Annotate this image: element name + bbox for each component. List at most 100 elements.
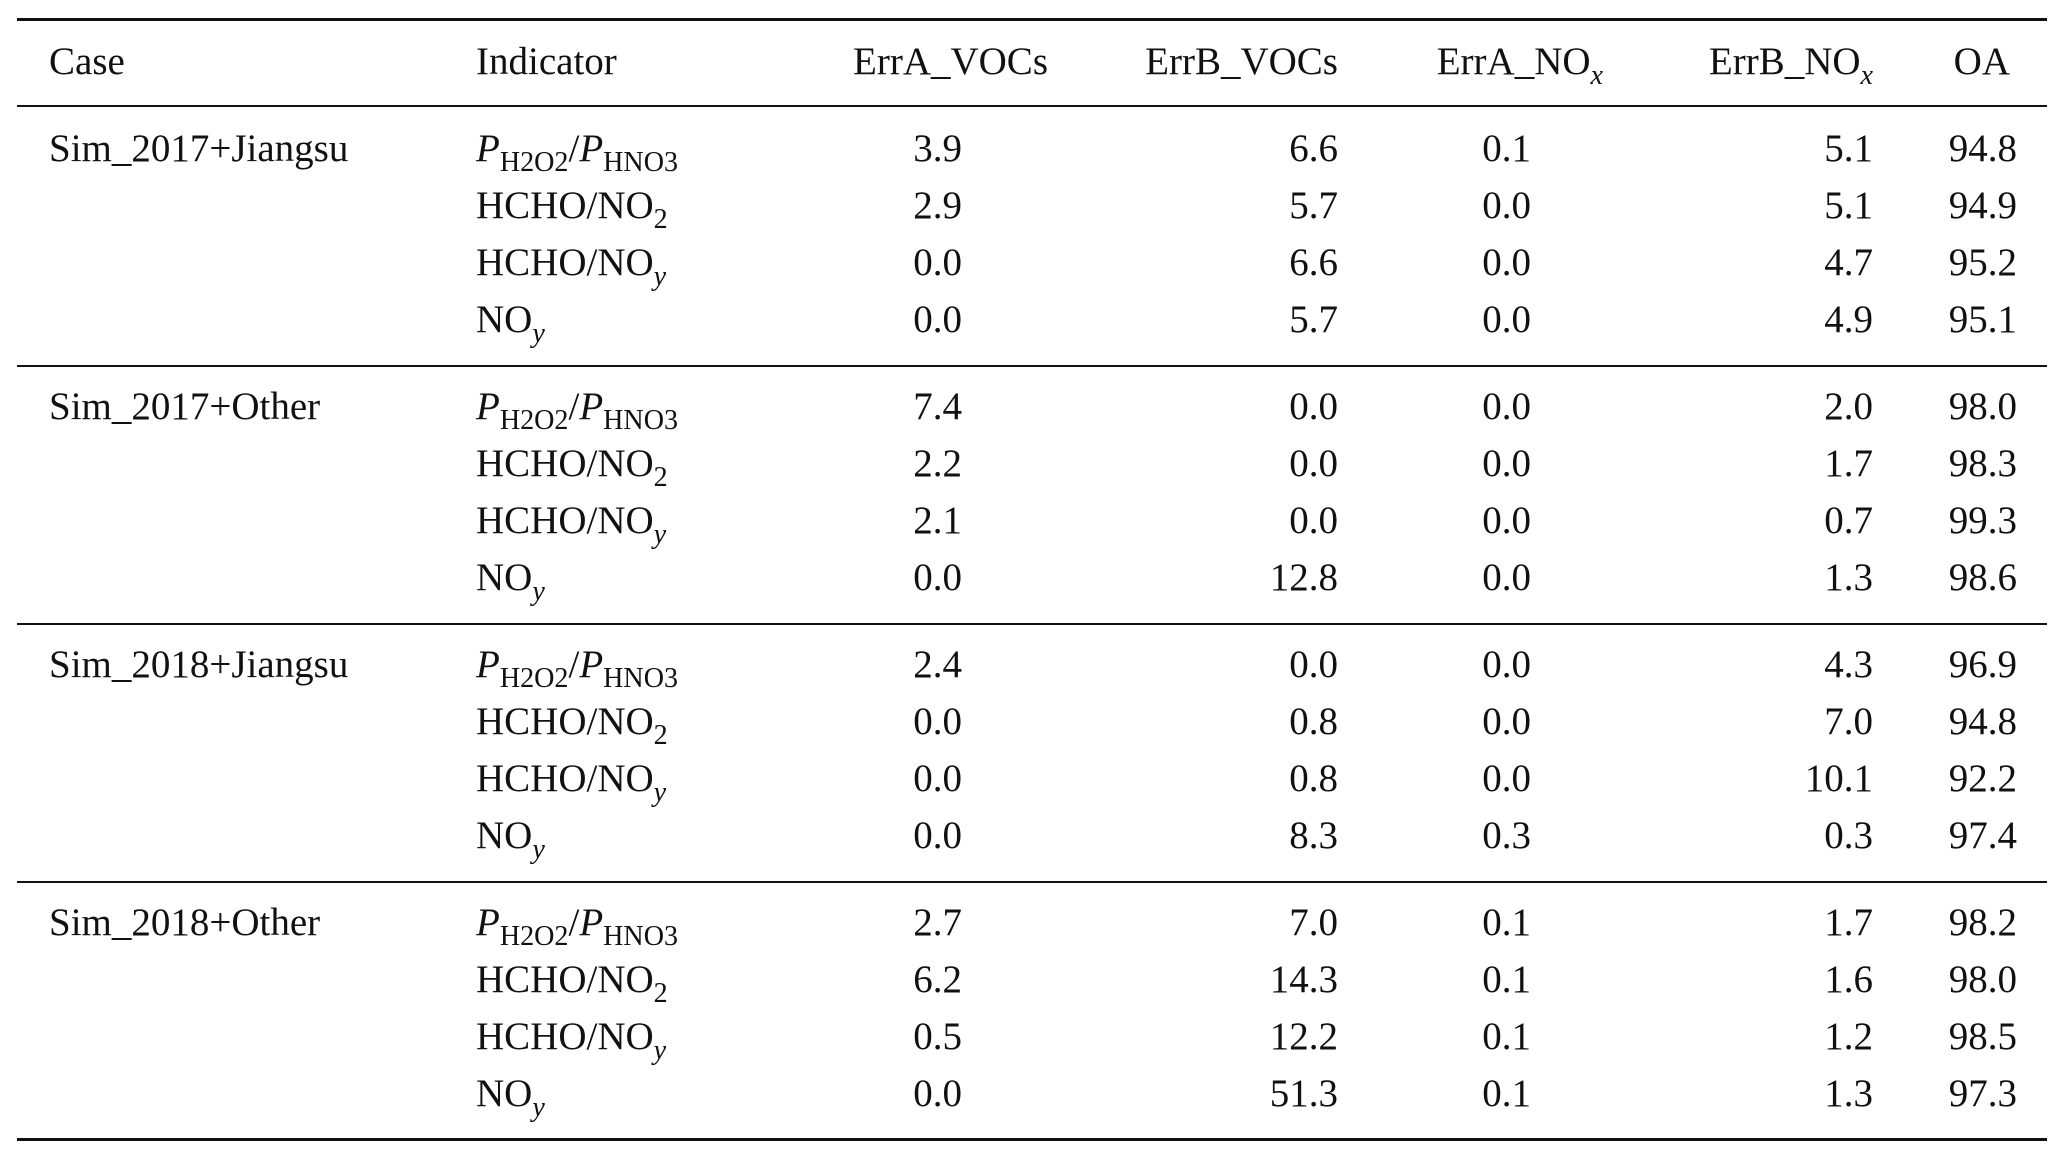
value-cell: 0.3: [1824, 814, 1873, 857]
value-cell: 0.3: [1482, 814, 1531, 857]
case-label: Sim_2017+Jiangsu: [49, 127, 349, 170]
value-cell: 98.0: [1948, 958, 2017, 1001]
case-label: Sim_2018+Jiangsu: [49, 643, 349, 686]
value-cell: 1.6: [1824, 958, 1873, 1001]
value-cell: 6.2: [913, 958, 962, 1001]
header-5: ErrB_NOx: [1708, 40, 1873, 91]
value-cell: 98.2: [1948, 901, 2017, 944]
value-cell: 4.7: [1824, 241, 1873, 284]
value-cell: 8.3: [1289, 814, 1338, 857]
value-cell: 95.1: [1948, 298, 2017, 341]
value-cell: 0.1: [1482, 901, 1531, 944]
value-cell: 0.1: [1482, 1015, 1531, 1058]
case-label: Sim_2018+Other: [49, 901, 321, 944]
value-cell: 0.0: [1482, 499, 1531, 542]
value-cell: 97.4: [1948, 814, 2017, 857]
header-6: OA: [1953, 40, 2010, 83]
value-cell: 0.1: [1482, 127, 1531, 170]
value-cell: 94.9: [1948, 184, 2017, 227]
header-rule: [17, 105, 2047, 107]
top-rule: [17, 18, 2047, 21]
value-cell: 98.5: [1948, 1015, 2017, 1058]
value-cell: 98.0: [1948, 385, 2017, 428]
value-cell: 0.0: [1482, 298, 1531, 341]
value-cell: 7.0: [1289, 901, 1338, 944]
indicator-label: HCHO/NO2: [476, 442, 668, 493]
indicator-label: HCHO/NOy: [476, 1015, 667, 1066]
indicator-label: NOy: [476, 1072, 545, 1123]
value-cell: 1.3: [1824, 556, 1873, 599]
header-0: Case: [49, 40, 125, 83]
value-cell: 92.2: [1948, 757, 2017, 800]
value-cell: 0.0: [1482, 241, 1531, 284]
value-cell: 0.8: [1289, 700, 1338, 743]
group-rule: [17, 365, 2047, 367]
indicator-label: NOy: [476, 556, 545, 607]
value-cell: 0.0: [1289, 643, 1338, 686]
value-cell: 0.0: [1289, 385, 1338, 428]
value-cell: 7.4: [913, 385, 962, 428]
value-cell: 5.7: [1289, 298, 1338, 341]
indicator-label: PH2O2/PHNO3: [476, 385, 679, 436]
value-cell: 1.3: [1824, 1072, 1873, 1115]
value-cell: 12.8: [1269, 556, 1338, 599]
value-cell: 0.0: [1482, 643, 1531, 686]
value-cell: 0.0: [913, 700, 962, 743]
value-cell: 0.7: [1824, 499, 1873, 542]
group-rule: [17, 881, 2047, 883]
indicator-label: NOy: [476, 814, 545, 865]
header-2: ErrA_VOCs: [853, 40, 1048, 83]
value-cell: 3.9: [913, 127, 962, 170]
value-cell: 2.7: [913, 901, 962, 944]
indicator-label: HCHO/NO2: [476, 700, 668, 751]
value-cell: 0.0: [1289, 442, 1338, 485]
value-cell: 7.0: [1824, 700, 1873, 743]
value-cell: 12.2: [1269, 1015, 1338, 1058]
value-cell: 0.1: [1482, 958, 1531, 1001]
indicator-label: HCHO/NOy: [476, 241, 667, 292]
value-cell: 0.0: [913, 814, 962, 857]
value-cell: 96.9: [1948, 643, 2017, 686]
indicator-label: HCHO/NOy: [476, 499, 667, 550]
case-label: Sim_2017+Other: [49, 385, 321, 428]
header-1: Indicator: [476, 40, 617, 83]
indicator-label: PH2O2/PHNO3: [476, 643, 679, 694]
indicator-label: NOy: [476, 298, 545, 349]
value-cell: 0.0: [913, 241, 962, 284]
value-cell: 2.2: [913, 442, 962, 485]
value-cell: 0.0: [1482, 757, 1531, 800]
value-cell: 98.6: [1948, 556, 2017, 599]
value-cell: 0.0: [1289, 499, 1338, 542]
header-4: ErrA_NOx: [1436, 40, 1603, 91]
indicator-label: PH2O2/PHNO3: [476, 127, 679, 178]
value-cell: 0.8: [1289, 757, 1338, 800]
value-cell: 94.8: [1948, 127, 2017, 170]
bottom-rule: [17, 1138, 2047, 1141]
value-cell: 99.3: [1948, 499, 2017, 542]
value-cell: 51.3: [1269, 1072, 1338, 1115]
value-cell: 2.9: [913, 184, 962, 227]
value-cell: 0.0: [1482, 556, 1531, 599]
value-cell: 10.1: [1804, 757, 1873, 800]
value-cell: 0.0: [1482, 700, 1531, 743]
value-cell: 14.3: [1269, 958, 1338, 1001]
value-cell: 98.3: [1948, 442, 2017, 485]
indicator-label: HCHO/NO2: [476, 184, 668, 235]
value-cell: 0.0: [1482, 184, 1531, 227]
value-cell: 0.0: [913, 298, 962, 341]
value-cell: 0.0: [1482, 442, 1531, 485]
group-rule: [17, 623, 2047, 625]
value-cell: 0.0: [913, 757, 962, 800]
value-cell: 5.1: [1824, 127, 1873, 170]
value-cell: 1.7: [1824, 901, 1873, 944]
value-cell: 6.6: [1289, 127, 1338, 170]
value-cell: 2.1: [913, 499, 962, 542]
indicator-label: PH2O2/PHNO3: [476, 901, 679, 952]
value-cell: 0.0: [913, 1072, 962, 1115]
value-cell: 6.6: [1289, 241, 1338, 284]
value-cell: 0.1: [1482, 1072, 1531, 1115]
value-cell: 4.3: [1824, 643, 1873, 686]
value-cell: 5.1: [1824, 184, 1873, 227]
indicator-label: HCHO/NOy: [476, 757, 667, 808]
header-3: ErrB_VOCs: [1145, 40, 1338, 83]
